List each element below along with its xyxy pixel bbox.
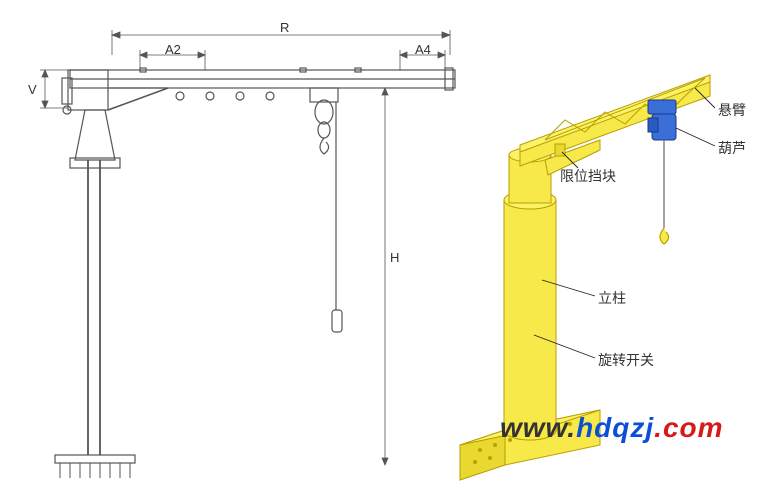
watermark-tld: .com	[654, 412, 723, 443]
label-hoist: 葫芦	[718, 138, 746, 158]
diagram-container: R A2 A4 V H	[0, 0, 783, 501]
watermark: www.hdqzj.com	[500, 412, 724, 444]
watermark-www: www.	[500, 412, 576, 443]
label-boom: 悬臂	[718, 100, 746, 120]
watermark-domain: hdqzj	[576, 412, 654, 443]
label-limiter: 限位挡块	[560, 166, 616, 186]
label-rotswitch: 旋转开关	[598, 350, 654, 370]
label-column: 立柱	[598, 288, 626, 308]
